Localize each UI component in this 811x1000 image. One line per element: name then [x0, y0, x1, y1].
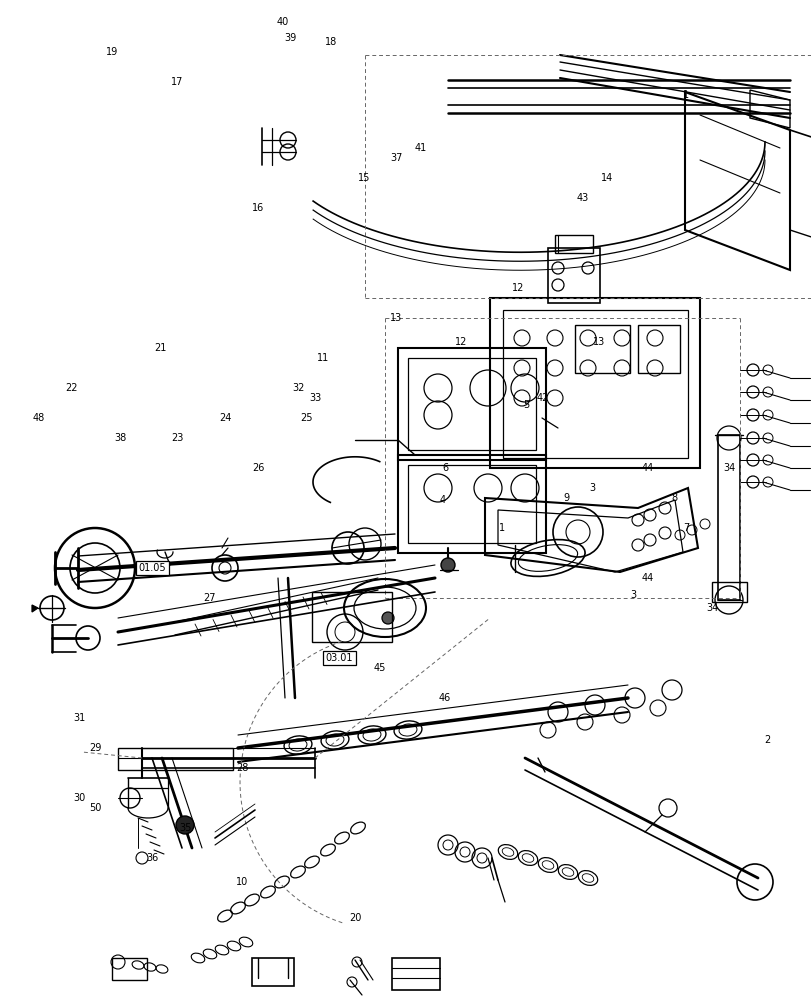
Text: 2: 2	[763, 735, 770, 745]
Text: 37: 37	[389, 153, 402, 163]
Text: 30: 30	[73, 793, 86, 803]
Bar	[574, 325, 629, 373]
Text: 1: 1	[498, 523, 504, 533]
Text: 5: 5	[522, 400, 529, 410]
Text: 1: 1	[682, 90, 689, 100]
Bar	[311, 592, 392, 642]
Text: 39: 39	[284, 33, 297, 43]
Text: 13: 13	[389, 313, 402, 323]
Bar	[118, 748, 233, 770]
Text: 42: 42	[535, 393, 548, 403]
Text: 44: 44	[641, 463, 654, 473]
Polygon shape	[32, 605, 38, 612]
Text: 40: 40	[276, 17, 289, 27]
Text: 33: 33	[308, 393, 321, 403]
Text: 6: 6	[441, 463, 448, 473]
Bar	[407, 358, 535, 450]
Bar	[717, 435, 739, 600]
Text: 11: 11	[316, 353, 329, 363]
Text: 26: 26	[251, 463, 264, 473]
Text: 18: 18	[324, 37, 337, 47]
Text: 25: 25	[300, 413, 313, 423]
Text: 01.05: 01.05	[139, 563, 166, 573]
Text: 17: 17	[170, 77, 183, 87]
Text: 32: 32	[292, 383, 305, 393]
Bar	[112, 958, 147, 980]
Bar	[397, 455, 545, 553]
Text: 12: 12	[511, 283, 524, 293]
Bar	[392, 958, 440, 990]
Circle shape	[176, 816, 194, 834]
Text: 34: 34	[706, 603, 719, 613]
Bar	[489, 298, 699, 468]
Text: 3: 3	[589, 483, 595, 493]
Text: 36: 36	[146, 853, 159, 863]
Text: 38: 38	[114, 433, 127, 443]
Text: 10: 10	[235, 877, 248, 887]
Text: 3: 3	[629, 590, 636, 600]
Text: 45: 45	[373, 663, 386, 673]
Text: 8: 8	[670, 493, 676, 503]
Bar	[637, 325, 679, 373]
Text: 03.01: 03.01	[325, 653, 353, 663]
Text: 44: 44	[641, 573, 654, 583]
Bar	[397, 348, 545, 460]
Text: 12: 12	[454, 337, 467, 347]
Text: 4: 4	[439, 495, 445, 505]
Text: 41: 41	[414, 143, 427, 153]
Bar	[554, 235, 592, 253]
Text: 15: 15	[357, 173, 370, 183]
Bar	[407, 465, 535, 543]
Text: 46: 46	[438, 693, 451, 703]
Text: 31: 31	[73, 713, 86, 723]
Bar	[547, 248, 599, 303]
Circle shape	[440, 558, 454, 572]
Text: 19: 19	[105, 47, 118, 57]
Text: 28: 28	[235, 763, 248, 773]
Text: 48: 48	[32, 413, 45, 423]
Bar	[711, 582, 746, 602]
Text: 23: 23	[170, 433, 183, 443]
Text: 14: 14	[600, 173, 613, 183]
Text: 29: 29	[89, 743, 102, 753]
Text: 7: 7	[682, 523, 689, 533]
Bar	[251, 958, 294, 986]
Bar	[502, 310, 687, 458]
Circle shape	[381, 612, 393, 624]
Text: 43: 43	[576, 193, 589, 203]
Text: 16: 16	[251, 203, 264, 213]
Text: 50: 50	[89, 803, 102, 813]
Text: 21: 21	[154, 343, 167, 353]
Text: 34: 34	[722, 463, 735, 473]
Text: 35: 35	[178, 823, 191, 833]
Text: 22: 22	[65, 383, 78, 393]
Text: 24: 24	[219, 413, 232, 423]
Text: 9: 9	[563, 493, 569, 503]
Text: 27: 27	[203, 593, 216, 603]
Text: 13: 13	[592, 337, 605, 347]
Text: 20: 20	[349, 913, 362, 923]
